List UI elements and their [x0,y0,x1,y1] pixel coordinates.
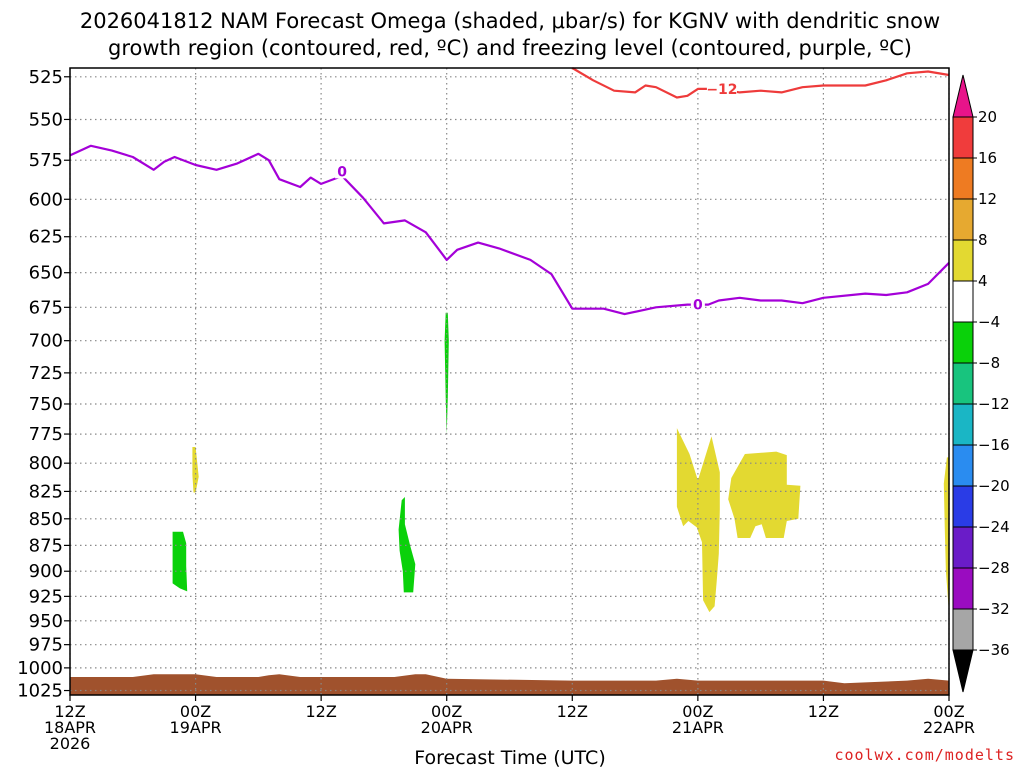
site-credit[interactable]: coolwx.com/modelts [834,746,1015,764]
colorbar-under-triangle [952,649,974,693]
omega-region [192,447,199,493]
x-tick-label: 12Z [808,702,839,721]
y-tick-label: 975 [29,635,63,656]
colorbar-bin [952,239,974,282]
y-tick-label: 825 [29,481,63,502]
x-tick-label: 18APR [44,718,96,737]
dgz-minus12-contour [571,67,950,99]
contour-label-bg [335,162,350,179]
dgz-contour-label: −12 [706,82,737,98]
omega-region [943,457,949,614]
y-tick-label: 950 [29,611,63,632]
colorbar-tick-label: 12 [978,190,997,208]
omega-region [172,531,188,592]
colorbar-tick-label: −28 [978,559,1010,577]
colorbar-bin [952,362,974,405]
colorbar-bin [952,157,974,200]
x-tick-label: 12Z [557,702,588,721]
colorbar-tick-label: −8 [978,354,1000,372]
colorbar-bin [952,485,974,528]
colorbar-over-triangle [952,74,974,118]
x-tick-label: 00Z [682,702,713,721]
colorbar-bin [952,608,974,651]
omega-region [398,497,416,593]
terrain-layer [70,674,949,695]
y-tick-label: 775 [29,424,63,445]
colorbar-tick-label: −16 [978,436,1010,454]
y-tick-label: 700 [29,331,63,352]
y-tick-label: 650 [29,263,63,284]
x-tick-label: 12Z [54,702,85,721]
y-tick-label: 1025 [17,681,63,702]
contour-label-bg [706,79,737,96]
colorbar-tick-label: 20 [978,108,997,126]
y-tick-label: 850 [29,509,63,530]
x-tick-label: 20APR [421,718,473,737]
y-tick-label: 800 [29,453,63,474]
colorbar-bin [952,403,974,446]
colorbar-legend: 20 16 12 8 4 −4 −8 −12 −16 −20 −24 −28 −32 −36 [952,74,1010,693]
y-tick-label: 525 [29,67,63,88]
y-tick-label: 550 [29,109,63,130]
contour-layer: 0 0 −12 [69,67,950,316]
terrain-fill [70,674,949,695]
colorbar-tick-label: −20 [978,477,1010,495]
y-tick-label: 575 [29,150,63,171]
y-tick-label: 900 [29,561,63,582]
x-axis-label: Forecast Time (UTC) [414,747,605,768]
x-tick-label: 12Z [305,702,336,721]
colorbar-bin [952,198,974,241]
colorbar-tick-label: −24 [978,518,1010,536]
colorbar-tick-label: −36 [978,641,1010,659]
plot-area: 0 0 −12 [69,67,950,696]
colorbar-bin [952,280,974,323]
freezing-contour-label: 0 [337,164,347,180]
colorbar-tick-label: −12 [978,395,1010,413]
omega-region [676,428,720,613]
x-tick-label: 00Z [933,702,964,721]
omega-shading-layer [172,312,949,614]
colorbar-tick-label: 4 [978,272,988,290]
x-tick-label: 00Z [180,702,211,721]
colorbar-bin [952,444,974,487]
colorbar-bin [952,116,974,159]
y-tick-label: 750 [29,394,63,415]
colorbar-tick-label: −32 [978,600,1010,618]
y-tick-label: 925 [29,586,63,607]
plot-frame [69,67,950,696]
y-axis: 525 550 575 600 625 650 675 700 725 750 775 800 825 8… [17,67,70,702]
x-tick-label: 21APR [672,718,724,737]
y-tick-label: 600 [29,189,63,210]
chart-title-line2: growth region (contoured, red, ºC) and f… [108,36,912,60]
colorbar-bin [952,567,974,610]
colorbar-bin [952,321,974,364]
x-tick-label: 2026 [50,734,91,753]
freezing-contour-label: 0 [693,298,703,314]
contour-label-bg [690,295,705,312]
grid-layer [69,68,950,695]
colorbar-tick-label: 8 [978,231,988,249]
omega-region [728,451,801,538]
colorbar-tick-label: 16 [978,149,997,167]
x-tick-label: 19APR [170,718,222,737]
y-tick-label: 1000 [17,658,63,679]
y-tick-label: 625 [29,227,63,248]
y-tick-label: 725 [29,363,63,384]
chart-title-line1: 2026041812 NAM Forecast Omega (shaded, μ… [80,9,940,33]
colorbar-tick-label: −4 [978,313,1000,331]
colorbar-bin [952,526,974,569]
x-tick-label: 00Z [431,702,462,721]
x-tick-label: 22APR [923,718,975,737]
y-tick-label: 875 [29,535,63,556]
freezing-level-contour [69,144,950,316]
y-tick-label: 675 [29,297,63,318]
